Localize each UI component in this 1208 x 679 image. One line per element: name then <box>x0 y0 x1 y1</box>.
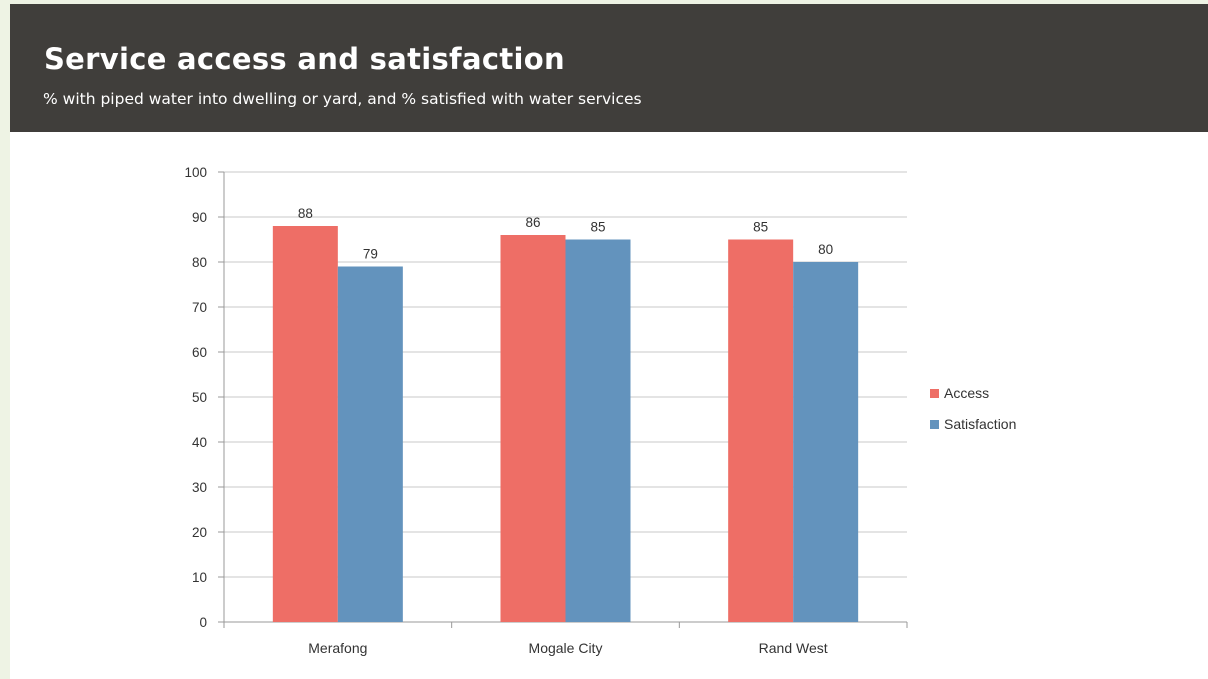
header-banner: Service access and satisfaction % with p… <box>10 4 1208 132</box>
bar-access-merafong <box>272 226 338 622</box>
legend-label-satisfaction: Satisfaction <box>944 416 1016 432</box>
data-label: 79 <box>363 247 378 262</box>
data-label: 88 <box>298 206 313 221</box>
data-label: 85 <box>590 220 605 235</box>
legend-swatch-satisfaction <box>930 420 939 429</box>
page-subtitle: % with piped water into dwelling or yard… <box>43 90 642 108</box>
y-tick-label: 40 <box>192 435 207 450</box>
x-tick-label: Mogale City <box>529 640 603 656</box>
bar-access-rand-west <box>728 239 794 622</box>
data-label: 85 <box>753 220 768 235</box>
legend: Access Satisfaction <box>930 385 1016 432</box>
legend-swatch-access <box>930 389 939 398</box>
y-tick-label: 100 <box>184 165 207 180</box>
y-tick-label: 50 <box>192 390 207 405</box>
y-tick-label: 10 <box>192 570 207 585</box>
y-tick-label: 20 <box>192 525 207 540</box>
y-tick-label: 80 <box>192 255 207 270</box>
x-tick-label: Rand West <box>759 640 828 656</box>
bar-satisfaction-mogale-city <box>565 239 631 622</box>
data-labels: 88 79 86 85 85 80 <box>298 206 833 262</box>
y-tick-label: 0 <box>199 615 207 630</box>
data-label: 80 <box>818 242 833 257</box>
page-title: Service access and satisfaction <box>44 42 565 76</box>
bar-satisfaction-rand-west <box>793 262 859 622</box>
bar-satisfaction-merafong <box>337 266 403 622</box>
bar-access-mogale-city <box>500 235 566 622</box>
bars <box>272 226 859 622</box>
y-tick-label: 30 <box>192 480 207 495</box>
x-tick-label: Merafong <box>308 640 367 656</box>
y-tick-label: 60 <box>192 345 207 360</box>
y-tick-label: 90 <box>192 210 207 225</box>
data-label: 86 <box>525 215 540 230</box>
y-tick-label: 70 <box>192 300 207 315</box>
legend-label-access: Access <box>944 385 989 401</box>
